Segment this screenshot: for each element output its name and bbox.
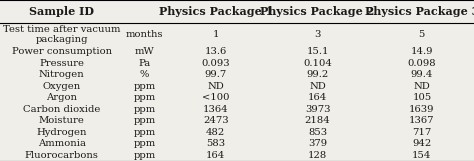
Text: 164: 164 <box>206 151 225 160</box>
Text: Moisture: Moisture <box>39 116 84 125</box>
Text: 14.9: 14.9 <box>410 47 433 56</box>
Text: 1367: 1367 <box>409 116 435 125</box>
Text: Physics Package 2: Physics Package 2 <box>260 6 375 17</box>
Text: Oxygen: Oxygen <box>43 82 81 91</box>
Text: 2184: 2184 <box>305 116 330 125</box>
Text: Sample ID: Sample ID <box>29 6 94 17</box>
Text: mW: mW <box>135 47 155 56</box>
Text: 15.1: 15.1 <box>306 47 329 56</box>
Text: ppm: ppm <box>134 93 155 102</box>
Text: ppm: ppm <box>134 116 155 125</box>
Text: ppm: ppm <box>134 105 155 114</box>
Text: 0.093: 0.093 <box>201 59 230 68</box>
Text: Fluorocarbons: Fluorocarbons <box>25 151 99 160</box>
Text: 1: 1 <box>212 30 219 39</box>
Text: ND: ND <box>207 82 224 91</box>
Text: ppm: ppm <box>134 151 155 160</box>
Text: 942: 942 <box>412 139 431 148</box>
Text: 3: 3 <box>314 30 321 39</box>
Text: ppm: ppm <box>134 82 155 91</box>
Text: Nitrogen: Nitrogen <box>39 70 84 79</box>
Text: 99.2: 99.2 <box>307 70 328 79</box>
Text: 717: 717 <box>412 128 431 137</box>
Text: 164: 164 <box>308 93 327 102</box>
Text: 2473: 2473 <box>203 116 228 125</box>
Text: Physics Package 3: Physics Package 3 <box>365 6 474 17</box>
Text: ND: ND <box>309 82 326 91</box>
Text: Physics Package 1: Physics Package 1 <box>158 6 273 17</box>
Text: 5: 5 <box>419 30 425 39</box>
Text: %: % <box>140 70 149 79</box>
Text: 1364: 1364 <box>203 105 228 114</box>
Text: 379: 379 <box>308 139 327 148</box>
Text: ppm: ppm <box>134 139 155 148</box>
Text: 99.4: 99.4 <box>410 70 433 79</box>
Text: Test time after vacuum
packaging: Test time after vacuum packaging <box>3 25 120 44</box>
Text: 3973: 3973 <box>305 105 330 114</box>
Text: ND: ND <box>413 82 430 91</box>
Text: months: months <box>126 30 164 39</box>
Text: Ammonia: Ammonia <box>37 139 86 148</box>
Text: Power consumption: Power consumption <box>11 47 112 56</box>
Text: Hydrogen: Hydrogen <box>36 128 87 137</box>
Text: Carbon dioxide: Carbon dioxide <box>23 105 100 114</box>
Text: 154: 154 <box>412 151 431 160</box>
Text: Pressure: Pressure <box>39 59 84 68</box>
Text: 0.098: 0.098 <box>408 59 436 68</box>
Text: 105: 105 <box>412 93 431 102</box>
Text: 853: 853 <box>308 128 327 137</box>
Text: Argon: Argon <box>46 93 77 102</box>
Text: Pa: Pa <box>138 59 151 68</box>
Text: 583: 583 <box>206 139 225 148</box>
Text: 99.7: 99.7 <box>205 70 227 79</box>
Text: ppm: ppm <box>134 128 155 137</box>
Text: 1639: 1639 <box>409 105 435 114</box>
Text: 482: 482 <box>206 128 225 137</box>
Text: 0.104: 0.104 <box>303 59 332 68</box>
Text: <100: <100 <box>202 93 229 102</box>
Text: 13.6: 13.6 <box>205 47 227 56</box>
Text: 128: 128 <box>308 151 327 160</box>
